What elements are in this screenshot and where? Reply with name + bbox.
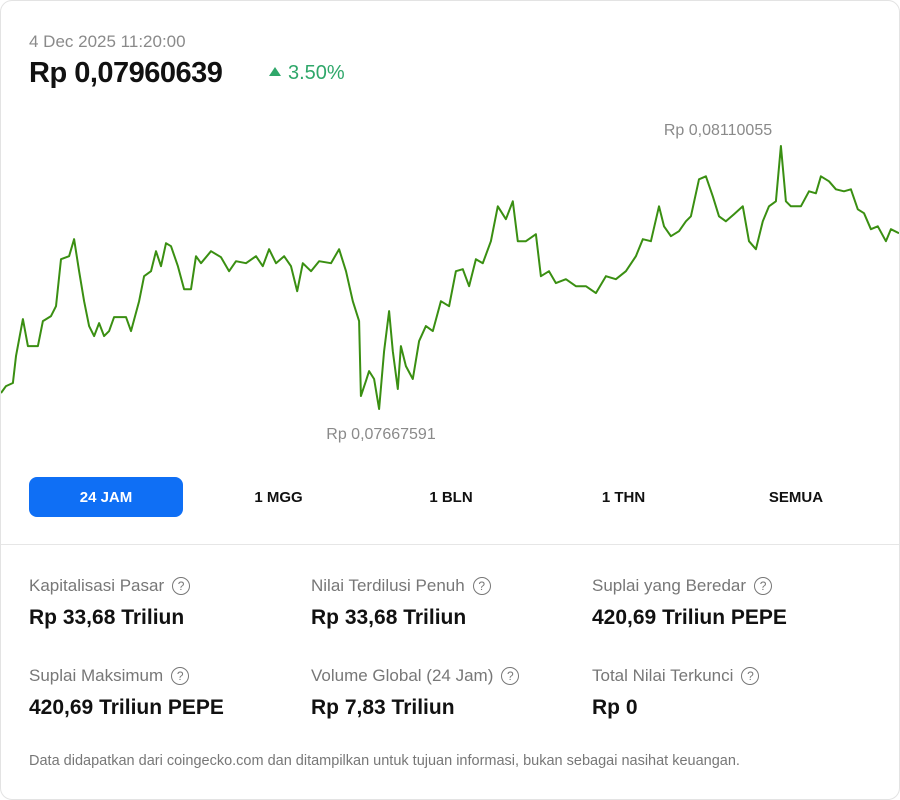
stat-max-supply: Suplai Maksimum? 420,69 Triliun PEPE [29, 666, 299, 720]
price-chart[interactable]: Rp 0,08110055 Rp 0,07667591 [1, 1, 900, 461]
help-icon[interactable]: ? [472, 577, 491, 595]
stat-total-value-locked: Total Nilai Terkunci? Rp 0 [592, 666, 862, 720]
tab-1-bln[interactable]: 1 BLN [429, 488, 473, 506]
tab-1-thn[interactable]: 1 THN [601, 488, 646, 506]
tab-1-mgg[interactable]: 1 MGG [254, 488, 303, 506]
stat-value: Rp 7,83 Triliun [311, 696, 455, 719]
help-icon[interactable]: ? [501, 667, 520, 685]
stat-market-cap: Kapitalisasi Pasar? Rp 33,68 Triliun [29, 576, 299, 630]
stat-value: Rp 33,68 Triliun [29, 606, 185, 629]
price-change: 3.50% [269, 62, 345, 85]
stat-value: Rp 0 [592, 696, 638, 719]
stat-value: 420,69 Triliun PEPE [29, 696, 224, 719]
max-price-label: Rp 0,08110055 [664, 122, 772, 139]
stat-label: Suplai Maksimum [29, 666, 164, 685]
price-line [1, 145, 899, 410]
help-icon[interactable]: ? [172, 577, 191, 595]
disclaimer: Data didapatkan dari coingecko.com dan d… [29, 753, 740, 769]
timeframe-tabs: 24 JAM 1 MGG 1 BLN 1 THN SEMUA [29, 477, 873, 517]
stat-label: Kapitalisasi Pasar [29, 576, 165, 595]
help-icon[interactable]: ? [754, 577, 773, 595]
stat-value: Rp 33,68 Triliun [311, 606, 467, 629]
help-icon[interactable]: ? [741, 667, 760, 685]
price-change-value: 3.50% [288, 62, 345, 84]
help-icon[interactable]: ? [171, 667, 190, 685]
stat-label: Nilai Terdilusi Penuh [311, 576, 465, 595]
stat-global-volume: Volume Global (24 Jam)? Rp 7,83 Triliun [311, 666, 581, 720]
tab-24-jam[interactable]: 24 JAM [29, 477, 183, 517]
tab-semua[interactable]: SEMUA [768, 488, 824, 506]
timestamp: 4 Dec 2025 11:20:00 [29, 32, 186, 51]
stat-fully-diluted: Nilai Terdilusi Penuh? Rp 33,68 Triliun [311, 576, 581, 630]
stat-value: 420,69 Triliun PEPE [592, 606, 787, 629]
divider [1, 544, 899, 545]
triangle-up-icon [269, 67, 281, 76]
stat-circulating-supply: Suplai yang Beredar? 420,69 Triliun PEPE [592, 576, 862, 630]
stat-label: Volume Global (24 Jam) [311, 666, 494, 685]
stat-label: Suplai yang Beredar [592, 576, 747, 595]
stat-label: Total Nilai Terkunci [592, 666, 734, 685]
current-price: Rp 0,07960639 [29, 57, 223, 89]
min-price-label: Rp 0,07667591 [326, 426, 436, 443]
